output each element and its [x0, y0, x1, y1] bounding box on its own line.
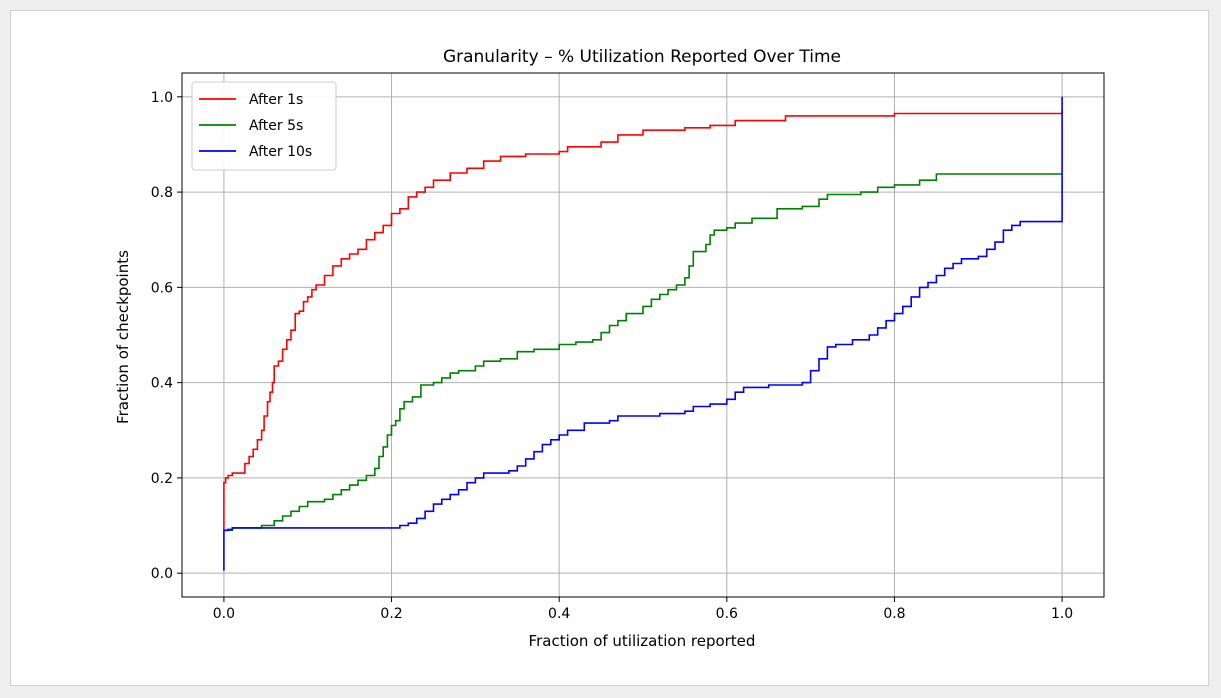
x-tick-label: 0.0: [213, 606, 235, 622]
x-axis-label: Fraction of utilization reported: [529, 632, 756, 650]
y-tick-label: 0.8: [151, 185, 173, 201]
y-tick-label: 0.0: [151, 566, 173, 582]
x-tick-label: 1.0: [1051, 606, 1073, 622]
x-tick-label: 0.4: [548, 606, 570, 622]
legend: After 1s After 5s After 10s: [191, 81, 337, 171]
x-tick-label: 0.2: [380, 606, 402, 622]
y-axis-label: Fraction of checkpoints: [114, 250, 132, 424]
series-line-after-10s: [223, 96, 1063, 571]
legend-label: After 1s: [249, 92, 303, 108]
series-line-after-5s: [223, 173, 1063, 532]
y-tick-label: 1.0: [151, 90, 173, 106]
y-tick-label: 0.4: [151, 376, 173, 392]
chart-title: Granularity – % Utilization Reported Ove…: [443, 47, 841, 67]
y-tick-label: 0.6: [151, 280, 173, 296]
plot-area-border: [181, 72, 1105, 598]
axis-ticks: 0.0 0.2 0.4 0.6 0.8 1.0 0.0 0.2 0.4 0.6 0.8 1.0: [151, 90, 1073, 622]
series-lines: [223, 96, 1063, 571]
chart-canvas: 0.0 0.2 0.4 0.6 0.8 1.0 0.0 0.2 0.4 0.6 0.8 1.0 Gra…: [114, 47, 1105, 650]
legend-box: [191, 81, 337, 171]
x-tick-label: 0.6: [716, 606, 738, 622]
figure-frame: 0.0 0.2 0.4 0.6 0.8 1.0 0.0 0.2 0.4 0.6 0.8 1.0 Gra…: [10, 10, 1209, 686]
legend-label: After 10s: [249, 144, 312, 160]
x-tick-label: 0.8: [883, 606, 905, 622]
y-tick-label: 0.2: [151, 471, 173, 487]
series-line-after-1s: [223, 111, 1063, 531]
legend-label: After 5s: [249, 118, 303, 134]
